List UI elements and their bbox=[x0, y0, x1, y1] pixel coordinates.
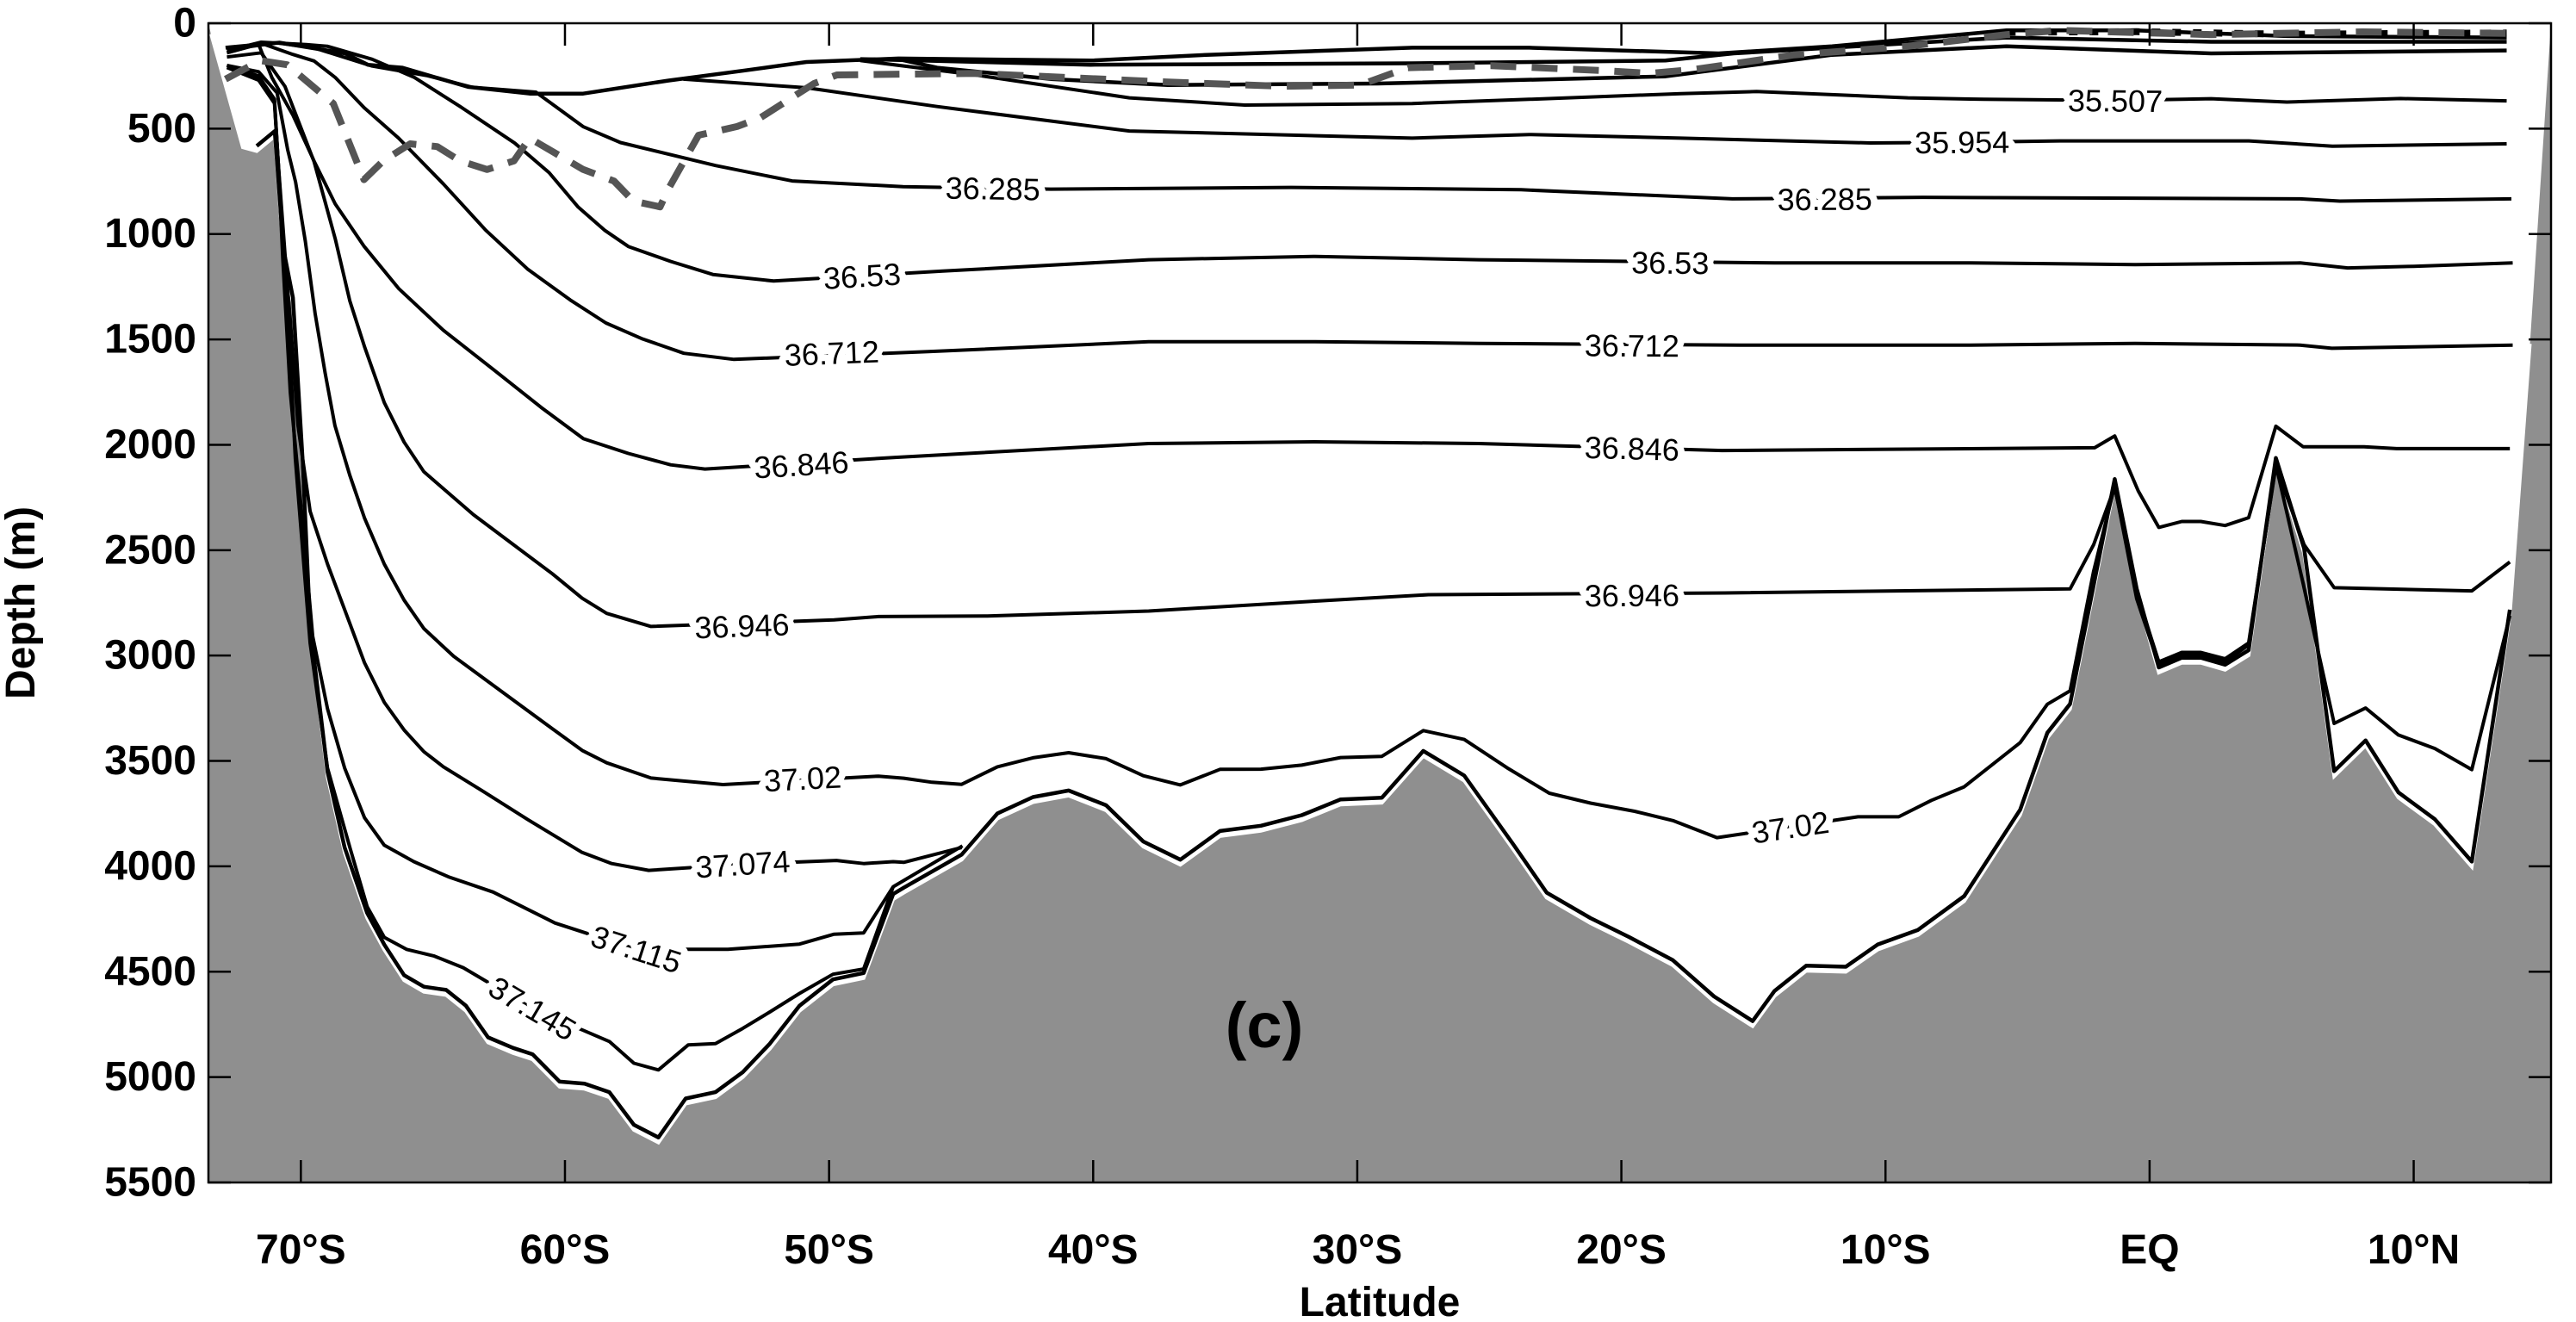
contour-line-unlabeled-2 bbox=[897, 44, 2507, 87]
contour-label-36.846: 36.846 bbox=[1584, 430, 1679, 468]
x-tick-label: 40°S bbox=[1048, 1227, 1139, 1273]
contour-line-37.145 bbox=[226, 65, 895, 1072]
x-tick-label: EQ bbox=[2120, 1227, 2179, 1273]
contour-line-unlabeled-1 bbox=[860, 35, 2507, 67]
contour-label-36.712: 36.712 bbox=[1585, 328, 1679, 364]
contour-label-36.285: 36.285 bbox=[1778, 181, 1872, 217]
panel-label: (c) bbox=[1226, 990, 1303, 1061]
contour-label-36.846: 36.846 bbox=[753, 444, 849, 486]
x-tick-label: 60°S bbox=[520, 1227, 611, 1273]
y-tick-label: 4000 bbox=[104, 843, 196, 889]
plot-area: 35.507 35.954 36.285 36.285 36.53 36.53 36.712… bbox=[208, 23, 2551, 1182]
contour-line-36.285 bbox=[227, 40, 2512, 203]
bathymetry-fill bbox=[208, 23, 2551, 1182]
x-tick-label: 10°S bbox=[1840, 1227, 1931, 1273]
contour-label-36.53: 36.53 bbox=[822, 257, 902, 296]
y-tick-label: 1500 bbox=[104, 317, 196, 363]
y-tick-label: 1000 bbox=[104, 211, 196, 257]
x-tick-label: 70°S bbox=[256, 1227, 346, 1273]
contour-line-36.712 bbox=[226, 41, 2513, 362]
contour-label-36.946: 36.946 bbox=[694, 607, 790, 646]
contour-label-36.285: 36.285 bbox=[945, 171, 1040, 208]
x-tick-label: 30°S bbox=[1313, 1227, 1403, 1273]
y-tick-label: 5500 bbox=[104, 1160, 196, 1206]
y-tick-label: 4500 bbox=[104, 949, 196, 995]
x-tick-label: 20°S bbox=[1576, 1227, 1667, 1273]
bathymetry-edge bbox=[209, 33, 2532, 1145]
y-axis-title: Depth (m) bbox=[0, 506, 44, 699]
plot-frame bbox=[207, 22, 2553, 1184]
contour-line-36.53 bbox=[227, 40, 2513, 283]
contour-line-35.954 bbox=[683, 77, 2507, 148]
y-tick-label: 2500 bbox=[104, 527, 196, 573]
contour-label-35.954: 35.954 bbox=[1915, 124, 2009, 160]
contour-label-36.946: 36.946 bbox=[1585, 578, 1679, 614]
x-tick-label: 50°S bbox=[784, 1227, 874, 1273]
y-tick-label: 500 bbox=[127, 106, 196, 152]
contour-label-37.02: 37.02 bbox=[763, 759, 842, 798]
contour-label-35.507: 35.507 bbox=[2068, 83, 2163, 119]
dashed-line bbox=[224, 27, 2507, 211]
contour-line-35.507 bbox=[860, 59, 2507, 107]
contour-label-36.53: 36.53 bbox=[1631, 245, 1710, 281]
y-tick-label: 0 bbox=[173, 1, 196, 47]
x-tick-label: 10°N bbox=[2368, 1227, 2460, 1273]
x-axis-title: Latitude bbox=[1300, 1280, 1461, 1322]
contour-line-37.115 bbox=[226, 64, 964, 952]
y-tick-label: 3000 bbox=[104, 633, 196, 679]
axes: 70°S 60°S 50°S 40°S 30°S 20°S 10°S EQ 10°N 0 500 10… bbox=[104, 1, 2553, 1273]
contour-line-36.946 bbox=[227, 51, 2511, 664]
contour-line-36.846 bbox=[226, 42, 2511, 530]
contour-line-37.02 bbox=[227, 63, 2512, 840]
contour-label-37.074: 37.074 bbox=[694, 843, 791, 884]
y-tick-label: 5000 bbox=[104, 1054, 196, 1100]
y-tick-label: 2000 bbox=[104, 422, 196, 468]
y-tick-label: 3500 bbox=[104, 738, 196, 784]
contour-label-36.712: 36.712 bbox=[784, 334, 880, 373]
